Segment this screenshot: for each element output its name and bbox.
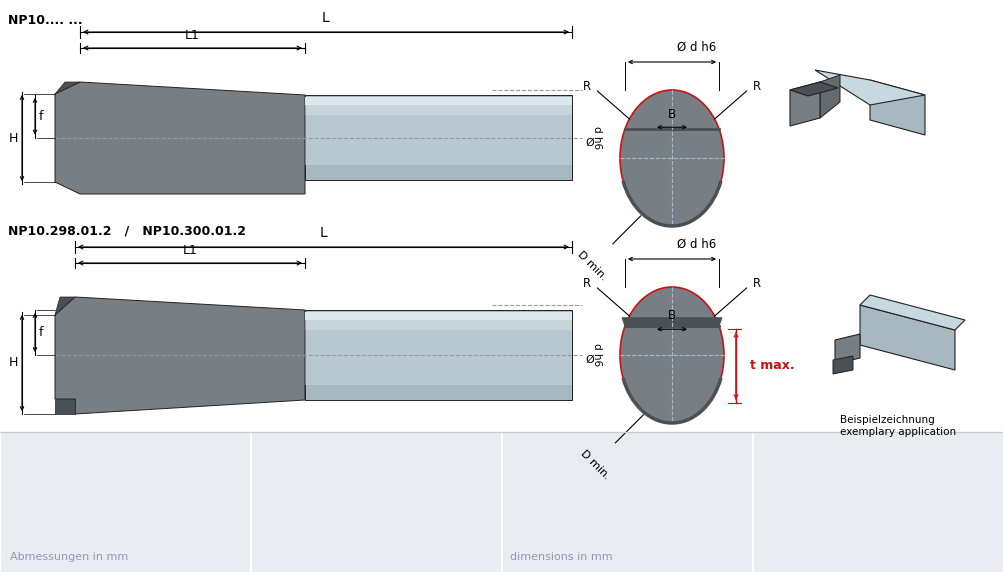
Text: R: R [583,80,591,93]
Polygon shape [305,115,572,165]
Text: H: H [9,131,18,144]
Text: D min.: D min. [578,449,611,482]
Polygon shape [834,334,860,364]
Bar [251,432,502,573]
Text: R: R [752,80,760,93]
Text: L1: L1 [185,29,200,42]
Ellipse shape [620,287,723,423]
Text: Ø d h6: Ø d h6 [676,238,715,251]
Polygon shape [305,310,572,400]
Text: Beispielzeichnung: Beispielzeichnung [840,415,934,425]
Text: d h6: d h6 [592,126,602,149]
Polygon shape [621,317,721,326]
Polygon shape [305,330,572,385]
Polygon shape [860,295,964,330]
Text: dimensions in mm: dimensions in mm [510,552,612,562]
Text: NP10.... ...: NP10.... ... [8,14,82,27]
Polygon shape [55,82,305,194]
Text: H: H [9,356,18,370]
Bar [752,432,1003,573]
Text: Ø d h6: Ø d h6 [676,41,715,54]
Polygon shape [55,82,80,94]
Polygon shape [789,82,819,126]
Text: exemplary application: exemplary application [840,427,955,437]
Text: Abmessungen in mm: Abmessungen in mm [10,552,128,562]
Ellipse shape [620,90,723,226]
Polygon shape [819,75,840,118]
Text: R: R [583,277,591,291]
Polygon shape [305,105,572,115]
Text: f: f [39,110,43,123]
Polygon shape [789,82,838,96]
Text: Ø: Ø [585,355,593,365]
Text: t max.: t max. [749,359,793,372]
Polygon shape [814,70,924,105]
Text: NP10.298.01.2   /   NP10.300.01.2: NP10.298.01.2 / NP10.300.01.2 [8,224,246,237]
Text: D min.: D min. [575,250,608,283]
Text: L: L [322,11,330,25]
Text: d h6: d h6 [592,343,602,367]
Bar [0,432,251,573]
Polygon shape [832,356,853,374]
Polygon shape [870,80,924,135]
Polygon shape [55,297,75,315]
Polygon shape [305,95,572,180]
Text: B: B [667,309,675,322]
Polygon shape [860,305,954,370]
Text: L1: L1 [183,244,198,257]
Polygon shape [305,312,572,320]
Text: L: L [319,226,327,240]
Polygon shape [305,320,572,330]
Polygon shape [55,297,305,414]
Text: f: f [39,326,43,339]
Text: R: R [752,277,760,291]
Bar [502,432,752,573]
Text: B: B [667,108,675,121]
Polygon shape [55,399,75,414]
Text: Ø: Ø [585,138,593,147]
Polygon shape [305,97,572,105]
